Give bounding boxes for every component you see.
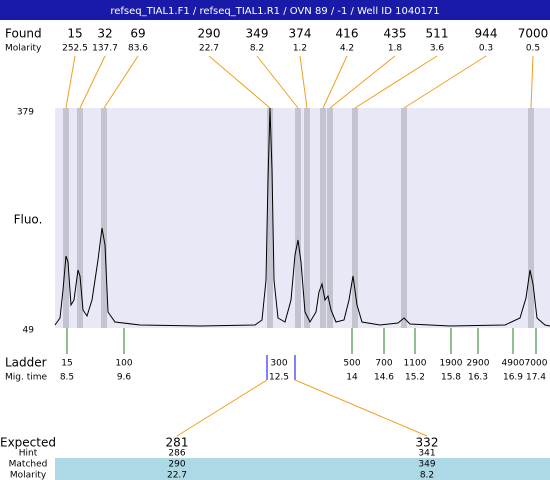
peak-band: [304, 108, 310, 328]
peak-connector: [79, 55, 106, 109]
peak-band: [63, 108, 69, 328]
expected-row-label: Hint: [19, 449, 38, 459]
peak-band: [267, 108, 273, 328]
ladder-time: 14: [346, 373, 358, 383]
found-molarity: 8.2: [250, 44, 264, 54]
ladder-size: 500: [343, 359, 360, 369]
plot-area: [55, 108, 550, 328]
found-label: Found: [5, 27, 42, 41]
expected-matched: 290: [168, 460, 185, 470]
found-molarity: 1.8: [388, 44, 403, 54]
y-bottom: 49: [23, 326, 35, 336]
peak-connector: [103, 55, 139, 109]
peak-connector: [403, 55, 487, 109]
ladder-size: 300: [270, 359, 287, 369]
found-size: 7000: [518, 27, 549, 41]
found-molarity: 0.5: [526, 44, 540, 54]
trace: [54, 107, 550, 327]
peak-connector: [299, 55, 308, 109]
ladder-time: 12.5: [269, 373, 289, 383]
ladder-size: 2900: [467, 359, 490, 369]
peak-connector: [329, 55, 396, 109]
y-top: 379: [17, 108, 34, 118]
peak-connector: [208, 55, 271, 109]
peak-band: [327, 108, 333, 328]
ladder-size: 100: [115, 359, 132, 369]
found-size: 435: [384, 27, 407, 41]
ladder-time: 14.6: [374, 373, 394, 383]
found-size: 416: [336, 27, 359, 41]
peak-connector: [530, 55, 534, 109]
expected-expected: 281: [166, 436, 189, 450]
found-molarity: 252.5: [62, 44, 88, 54]
peak-connector: [354, 55, 438, 109]
mig-time-label: Mig. time: [5, 373, 47, 383]
expected-molarity: 8.2: [420, 471, 434, 480]
found-size: 15: [67, 27, 82, 41]
expected-matched: 349: [418, 460, 435, 470]
connector: [294, 379, 428, 437]
found-size: 374: [289, 27, 312, 41]
found-molarity: 137.7: [92, 44, 118, 54]
ladder-time: 16.9: [503, 373, 523, 383]
ladder-size: 4900: [502, 359, 525, 369]
ladder-label: Ladder: [5, 356, 47, 370]
ladder-time: 17.4: [526, 373, 546, 383]
peak-band: [320, 108, 326, 328]
found-molarity: 4.2: [340, 44, 354, 54]
expected-hint: 341: [418, 449, 435, 459]
title-bar: [0, 0, 550, 20]
matched-highlight: [55, 458, 550, 480]
ladder-time: 8.5: [60, 373, 74, 383]
expected-row-label: Matched: [9, 460, 48, 470]
peak-connector: [322, 55, 348, 109]
found-size: 511: [426, 27, 449, 41]
expected-expected: 332: [416, 436, 439, 450]
connector: [176, 379, 268, 437]
ladder-time: 15.2: [405, 373, 425, 383]
ladder-time: 9.6: [117, 373, 132, 383]
peak-band: [77, 108, 83, 328]
expected-molarity: 22.7: [167, 471, 187, 480]
ladder-time: 15.8: [441, 373, 461, 383]
ladder-size: 700: [375, 359, 392, 369]
found-molarity: 3.6: [430, 44, 445, 54]
found-size: 944: [475, 27, 498, 41]
found-size: 32: [97, 27, 112, 41]
peak-band: [401, 108, 407, 328]
found-size: 290: [198, 27, 221, 41]
found-molarity: 0.3: [479, 44, 493, 54]
peak-band: [101, 108, 107, 328]
found-size: 349: [246, 27, 269, 41]
expected-row-label: Molarity: [10, 471, 47, 480]
ladder-size: 15: [61, 359, 72, 369]
found-molarity: 1.2: [293, 44, 307, 54]
ladder-size: 1900: [440, 359, 463, 369]
y-axis-label: Fluo.: [14, 213, 43, 227]
ladder-size: 1100: [404, 359, 427, 369]
molarity-label: Molarity: [5, 44, 42, 54]
peak-connector: [65, 55, 76, 109]
ladder-time: 16.3: [468, 373, 488, 383]
found-molarity: 22.7: [199, 44, 219, 54]
title: refseq_TIAL1.F1 / refseq_TIAL1.R1 / OVN …: [110, 6, 439, 17]
peak-band: [528, 108, 534, 328]
found-molarity: 83.6: [128, 44, 148, 54]
peak-band: [352, 108, 358, 328]
peak-band: [295, 108, 301, 328]
found-size: 69: [130, 27, 145, 41]
expected-row-label: Expected: [0, 436, 56, 450]
ladder-size: 7000: [525, 359, 548, 369]
peak-connector: [256, 55, 299, 109]
expected-hint: 286: [168, 449, 185, 459]
